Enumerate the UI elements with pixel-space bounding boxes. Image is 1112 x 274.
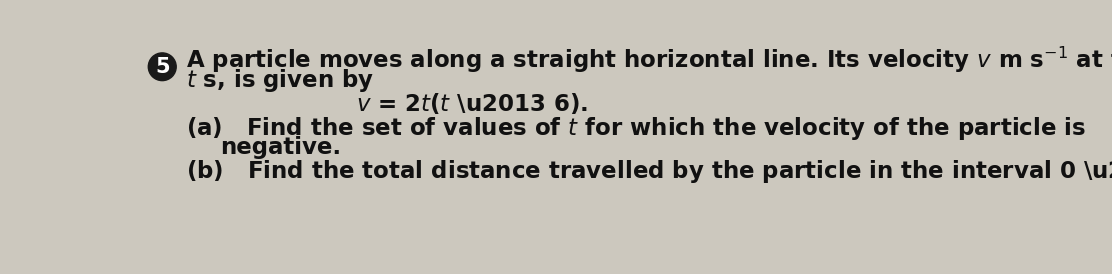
Text: (a)   Find the set of values of $\mathit{t}$ for which the velocity of the parti: (a) Find the set of values of $\mathit{t… — [186, 115, 1085, 141]
Text: negative.: negative. — [220, 136, 341, 159]
Text: (b)   Find the total distance travelled by the particle in the interval 0 \u2264: (b) Find the total distance travelled by… — [186, 158, 1112, 185]
Text: $\mathit{t}$ s, is given by: $\mathit{t}$ s, is given by — [186, 67, 374, 94]
Circle shape — [148, 53, 176, 81]
Text: $\mathit{v}$ = 2$\mathit{t}$($\mathit{t}$ \u2013 6).: $\mathit{v}$ = 2$\mathit{t}$($\mathit{t}… — [356, 92, 588, 116]
Text: 5: 5 — [155, 57, 169, 77]
Text: A particle moves along a straight horizontal line. Its velocity $\mathit{v}$ m s: A particle moves along a straight horizo… — [186, 45, 1112, 75]
